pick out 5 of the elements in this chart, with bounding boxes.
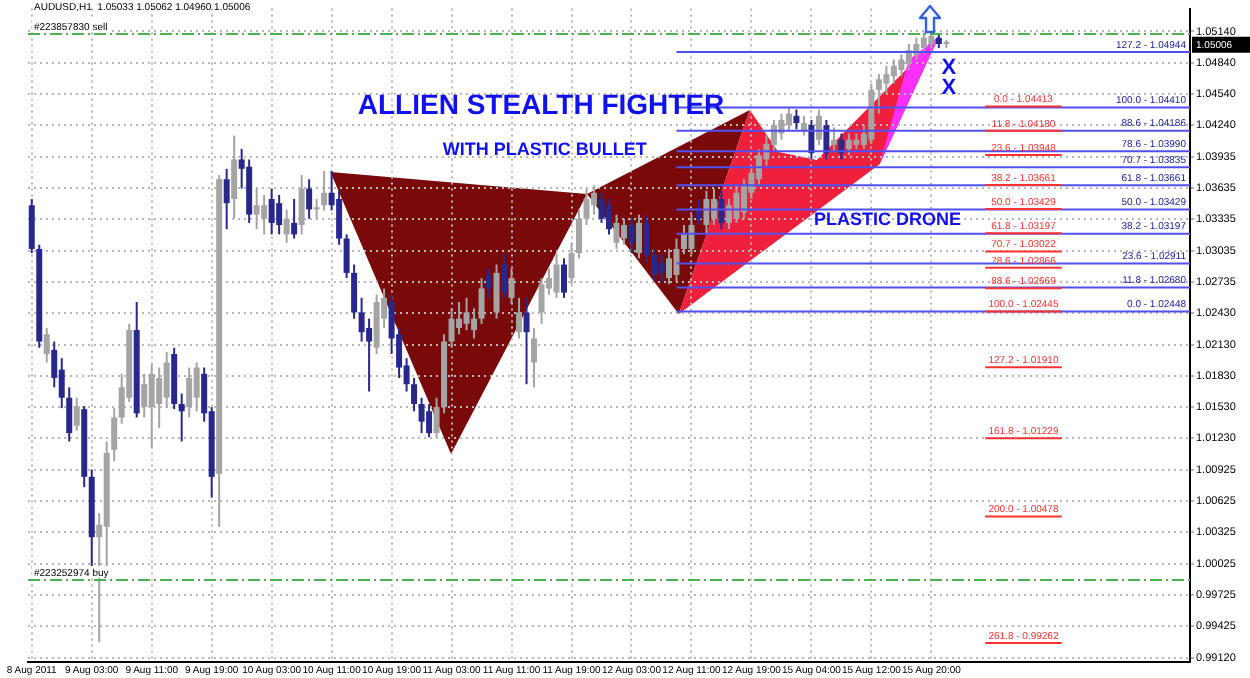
annotation: WITH PLASTIC BULLET bbox=[442, 138, 648, 159]
annotation: X bbox=[941, 56, 958, 81]
annotation: PLASTIC DRONE bbox=[814, 208, 962, 229]
annotation: X bbox=[941, 76, 958, 101]
annotation: ALLIEN STEALTH FIGHTER bbox=[357, 87, 725, 120]
